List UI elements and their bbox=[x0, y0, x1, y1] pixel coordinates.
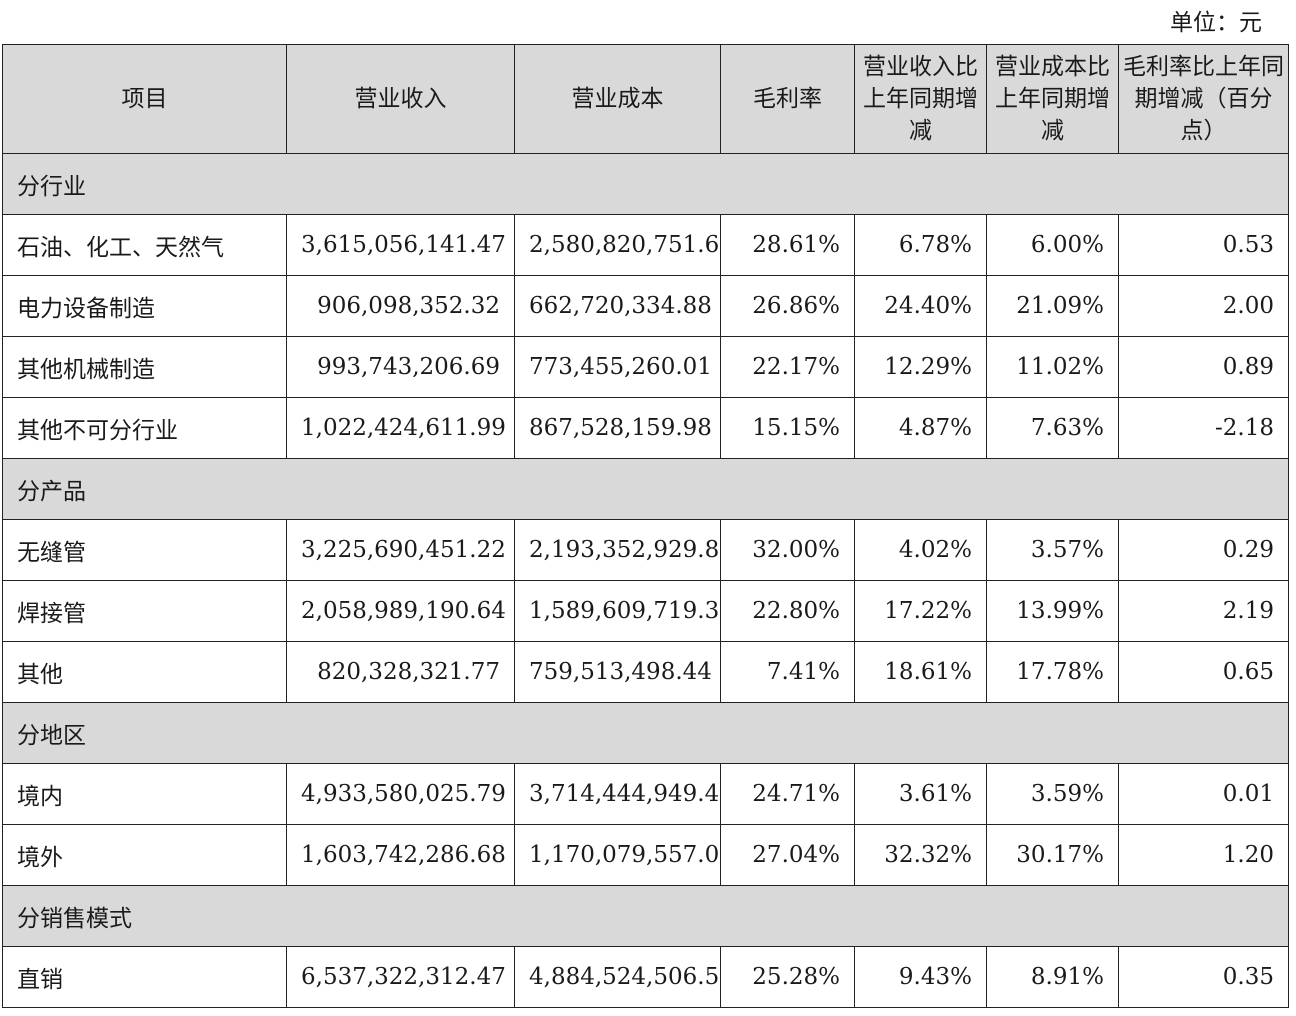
table-cell: 24.40% bbox=[854, 275, 987, 337]
table-cell: 773,455,260.01 bbox=[514, 336, 721, 398]
section-row: 分产品 bbox=[2, 458, 1289, 520]
table-row: 直销 6,537,322,312.47 4,884,524,506.56 25.28%… bbox=[2, 946, 1289, 1008]
table-row: 无缝管 3,225,690,451.22 2,193,352,929.86 32.00… bbox=[2, 519, 1289, 581]
table-cell: 11.02% bbox=[986, 336, 1119, 398]
row-label: 直销 bbox=[2, 946, 287, 1008]
section-title: 分产品 bbox=[2, 458, 1289, 520]
table-cell: 2,580,820,751.69 bbox=[514, 214, 721, 276]
table-cell: 906,098,352.32 bbox=[286, 275, 515, 337]
table-cell: 1,022,424,611.99 bbox=[286, 397, 515, 459]
table-row: 境外 1,603,742,286.68 1,170,079,557.08 27.04%… bbox=[2, 824, 1289, 886]
header-cost: 营业成本 bbox=[514, 44, 721, 154]
table-cell: 2.00 bbox=[1118, 275, 1289, 337]
row-label: 境内 bbox=[2, 763, 287, 825]
section-row: 分行业 bbox=[2, 153, 1289, 215]
table-cell: 17.78% bbox=[986, 641, 1119, 703]
table-cell: 22.80% bbox=[720, 580, 855, 642]
row-label: 境外 bbox=[2, 824, 287, 886]
table-cell: 32.00% bbox=[720, 519, 855, 581]
header-cost-yoy: 营业成本比上年同期增减 bbox=[986, 44, 1119, 154]
table-cell: 8.91% bbox=[986, 946, 1119, 1008]
section-title: 分销售模式 bbox=[2, 885, 1289, 947]
row-label: 其他机械制造 bbox=[2, 336, 287, 398]
table-cell: 867,528,159.98 bbox=[514, 397, 721, 459]
table-cell: 3,225,690,451.22 bbox=[286, 519, 515, 581]
table-cell: 0.89 bbox=[1118, 336, 1289, 398]
table-cell: 0.65 bbox=[1118, 641, 1289, 703]
table-cell: 1.20 bbox=[1118, 824, 1289, 886]
table-cell: 1,603,742,286.68 bbox=[286, 824, 515, 886]
table-cell: 0.29 bbox=[1118, 519, 1289, 581]
table-cell: 3.57% bbox=[986, 519, 1119, 581]
table-cell: 15.15% bbox=[720, 397, 855, 459]
table-cell: 24.71% bbox=[720, 763, 855, 825]
table-cell: 662,720,334.88 bbox=[514, 275, 721, 337]
table-cell: 17.22% bbox=[854, 580, 987, 642]
table-cell: 2,193,352,929.86 bbox=[514, 519, 721, 581]
table-cell: 3.59% bbox=[986, 763, 1119, 825]
table-cell: 1,589,609,719.36 bbox=[514, 580, 721, 642]
table-cell: 4,933,580,025.79 bbox=[286, 763, 515, 825]
section-row: 分销售模式 bbox=[2, 885, 1289, 947]
row-label: 焊接管 bbox=[2, 580, 287, 642]
table-cell: 4.87% bbox=[854, 397, 987, 459]
table-cell: 12.29% bbox=[854, 336, 987, 398]
header-revenue-yoy: 营业收入比上年同期增减 bbox=[854, 44, 987, 154]
table-cell: 7.41% bbox=[720, 641, 855, 703]
table-cell: 2,058,989,190.64 bbox=[286, 580, 515, 642]
header-gross-margin: 毛利率 bbox=[720, 44, 855, 154]
table-cell: 2.19 bbox=[1118, 580, 1289, 642]
table-cell: 4,884,524,506.56 bbox=[514, 946, 721, 1008]
row-label: 电力设备制造 bbox=[2, 275, 287, 337]
table-cell: 28.61% bbox=[720, 214, 855, 276]
table-cell: 18.61% bbox=[854, 641, 987, 703]
row-label: 无缝管 bbox=[2, 519, 287, 581]
section-title: 分地区 bbox=[2, 702, 1289, 764]
table-cell: 759,513,498.44 bbox=[514, 641, 721, 703]
table-cell: 820,328,321.77 bbox=[286, 641, 515, 703]
table-cell: 26.86% bbox=[720, 275, 855, 337]
table-cell: 22.17% bbox=[720, 336, 855, 398]
table-row: 石油、化工、天然气 3,615,056,141.47 2,580,820,751.6… bbox=[2, 214, 1289, 276]
table-cell: 3.61% bbox=[854, 763, 987, 825]
table-cell: 3,714,444,949.48 bbox=[514, 763, 721, 825]
header-margin-yoy: 毛利率比上年同期增减（百分点） bbox=[1118, 44, 1289, 154]
table-row: 境内 4,933,580,025.79 3,714,444,949.48 24.71%… bbox=[2, 763, 1289, 825]
table-row: 其他不可分行业 1,022,424,611.99 867,528,159.98 15.… bbox=[2, 397, 1289, 459]
header-row: 项目 营业收入 营业成本 毛利率 营业收入比上年同期增减 营业成本比上年同期增减… bbox=[2, 44, 1289, 154]
table-cell: 6.00% bbox=[986, 214, 1119, 276]
table-cell: 4.02% bbox=[854, 519, 987, 581]
table-row: 电力设备制造 906,098,352.32 662,720,334.88 26.86%… bbox=[2, 275, 1289, 337]
table-cell: 30.17% bbox=[986, 824, 1119, 886]
table-cell: 21.09% bbox=[986, 275, 1119, 337]
table-cell: -2.18 bbox=[1118, 397, 1289, 459]
table-cell: 0.53 bbox=[1118, 214, 1289, 276]
table-cell: 32.32% bbox=[854, 824, 987, 886]
table-cell: 3,615,056,141.47 bbox=[286, 214, 515, 276]
header-revenue: 营业收入 bbox=[286, 44, 515, 154]
table-cell: 6,537,322,312.47 bbox=[286, 946, 515, 1008]
table-cell: 993,743,206.69 bbox=[286, 336, 515, 398]
table-cell: 7.63% bbox=[986, 397, 1119, 459]
unit-label: 单位：元 bbox=[1170, 10, 1262, 36]
table-cell: 6.78% bbox=[854, 214, 987, 276]
table-cell: 25.28% bbox=[720, 946, 855, 1008]
section-row: 分地区 bbox=[2, 702, 1289, 764]
table-row: 其他机械制造 993,743,206.69 773,455,260.01 22.17%… bbox=[2, 336, 1289, 398]
section-title: 分行业 bbox=[2, 153, 1289, 215]
table-row: 焊接管 2,058,989,190.64 1,589,609,719.36 22.80… bbox=[2, 580, 1289, 642]
table-row: 其他 820,328,321.77 759,513,498.44 7.41% 18.61… bbox=[2, 641, 1289, 703]
row-label: 其他 bbox=[2, 641, 287, 703]
table-cell: 0.01 bbox=[1118, 763, 1289, 825]
table-body: 分行业 石油、化工、天然气 3,615,056,141.47 2,580,820,75… bbox=[2, 153, 1289, 1008]
table-cell: 0.35 bbox=[1118, 946, 1289, 1008]
header-item: 项目 bbox=[2, 44, 287, 154]
table-cell: 9.43% bbox=[854, 946, 987, 1008]
financial-table: 项目 营业收入 营业成本 毛利率 营业收入比上年同期增减 营业成本比上年同期增减… bbox=[2, 44, 1289, 1008]
table-cell: 27.04% bbox=[720, 824, 855, 886]
table-cell: 13.99% bbox=[986, 580, 1119, 642]
row-label: 其他不可分行业 bbox=[2, 397, 287, 459]
table-cell: 1,170,079,557.08 bbox=[514, 824, 721, 886]
row-label: 石油、化工、天然气 bbox=[2, 214, 287, 276]
